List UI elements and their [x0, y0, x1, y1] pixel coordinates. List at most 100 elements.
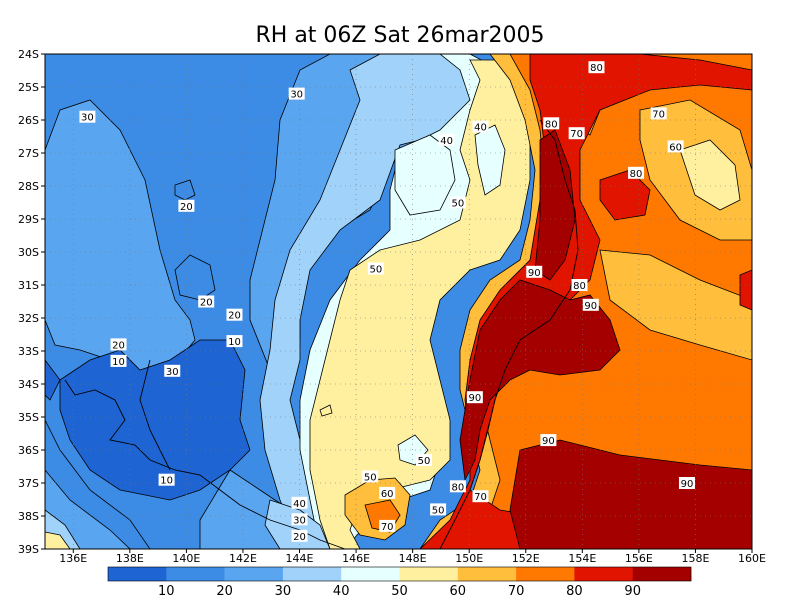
x-tick-label: 142E [229, 552, 257, 565]
contour-label-box [540, 434, 557, 447]
contour-label-box [415, 453, 432, 466]
contour-label-box [164, 364, 181, 377]
x-tick-label: 148E [399, 552, 427, 565]
contour-label-box [472, 490, 489, 503]
contour-label-box [110, 354, 127, 367]
contour-label: 10 [228, 337, 241, 348]
contour-label-box [466, 391, 483, 404]
contour-label: 70 [474, 492, 487, 503]
colorbar-swatch [341, 567, 400, 581]
contour-label-box [667, 140, 684, 153]
contour-label: 30 [81, 113, 94, 124]
contour-label-box [568, 127, 585, 140]
contour-label: 10 [160, 476, 173, 487]
contour-label-box [110, 338, 127, 351]
x-axis: 136E 138E 140E 142E 144E 146E 148E 150E 152E 154E… [59, 549, 766, 565]
coastline-line [439, 119, 579, 549]
x-tick-label: 144E [286, 552, 314, 565]
contour-label: 60 [381, 489, 394, 500]
band-20-30-region [174, 179, 196, 201]
contour-label: 50 [432, 505, 445, 516]
contour-label-box [178, 199, 195, 212]
colorbar-label: 90 [624, 584, 641, 599]
contour-label-box [379, 519, 396, 532]
y-tick-label: 33S [18, 345, 39, 358]
contour-label-box [79, 110, 96, 123]
contour-label: 80 [573, 281, 586, 292]
contour-label: 80 [545, 119, 558, 130]
band-60-70-region [309, 59, 531, 549]
contour-label: 20 [200, 298, 213, 309]
contour-label-box [226, 335, 243, 348]
band-20-30-region [174, 254, 216, 301]
contour-label-box [472, 120, 489, 133]
contour-label: 80 [590, 63, 603, 74]
x-tick-label: 152E [512, 552, 540, 565]
contour-label-box [449, 196, 466, 209]
colorbar-swatch [632, 567, 692, 581]
x-tick-label: 150E [455, 552, 483, 565]
contour-label: 70 [570, 129, 583, 140]
x-tick-label: 156E [625, 552, 653, 565]
contour-label: 60 [669, 142, 682, 153]
contour-label: 30 [290, 90, 303, 101]
contour-label-box [543, 117, 560, 130]
colorbar-label: 80 [566, 584, 583, 599]
contour-label: 50 [418, 456, 431, 467]
band-90-plus-region [534, 129, 576, 281]
contour-label: 90 [528, 268, 541, 279]
contour-label-box [158, 473, 175, 486]
contour-label-box [367, 262, 384, 275]
colorbar-swatch [516, 567, 575, 581]
colorbar-swatch [574, 567, 633, 581]
band-80-90-region [679, 139, 741, 211]
contour-label-box [362, 470, 379, 483]
contour-label-box [449, 480, 466, 493]
colorbar-swatch [166, 567, 225, 581]
y-tick-label: 32S [18, 312, 39, 325]
band-90-plus-region [739, 269, 752, 311]
band-20-30-region [45, 99, 196, 381]
contour-label-box [650, 107, 667, 120]
y-tick-label: 29S [18, 213, 39, 226]
chart-title: RH at 06Z Sat 26mar2005 [256, 23, 545, 48]
contour-label: 70 [652, 109, 665, 120]
contour-label: 30 [293, 515, 306, 526]
contour-label-box [678, 477, 695, 489]
colorbar-label: 50 [391, 584, 408, 599]
band-60-70-region [474, 124, 506, 196]
x-tick-label: 146E [342, 552, 370, 565]
contour-label-box [628, 166, 645, 179]
colorbar-label: 40 [333, 584, 350, 599]
contour-label: 50 [452, 199, 465, 210]
contour-label: 20 [180, 202, 193, 213]
colorbar-frame [107, 566, 692, 582]
x-tick-label: 158E [681, 552, 709, 565]
band-90-plus-region [509, 439, 752, 549]
y-tick-label: 39S [18, 543, 39, 556]
contour-label: 40 [293, 499, 306, 510]
plot-frame [44, 53, 753, 550]
colorbar-label: 10 [158, 584, 175, 599]
y-axis: 24S 25S 26S 27S 28S 29S 30S 31S 32S 33S 34S 35S 36S 3… [18, 48, 45, 556]
band-20-30-region [59, 339, 251, 501]
contour-label: 40 [474, 123, 487, 134]
contour-label: 10 [112, 357, 125, 368]
contour-label-box [291, 513, 308, 526]
band-60-70-region [394, 134, 456, 216]
contour-label-box [291, 529, 308, 542]
colorbar-label: 20 [216, 584, 233, 599]
contour-label: 80 [452, 482, 465, 493]
contour-fill-layer [45, 54, 752, 549]
contour-label: 90 [584, 301, 597, 312]
y-tick-label: 35S [18, 411, 39, 424]
contour-label-box [526, 265, 543, 278]
contour-label-box [198, 295, 215, 308]
contour-label-box [288, 87, 305, 100]
contour-label-box [438, 133, 455, 146]
y-tick-label: 26S [18, 114, 39, 127]
contour-label: 20 [293, 532, 306, 543]
colorbar-swatch [224, 567, 284, 581]
contour-label-box [291, 496, 308, 509]
